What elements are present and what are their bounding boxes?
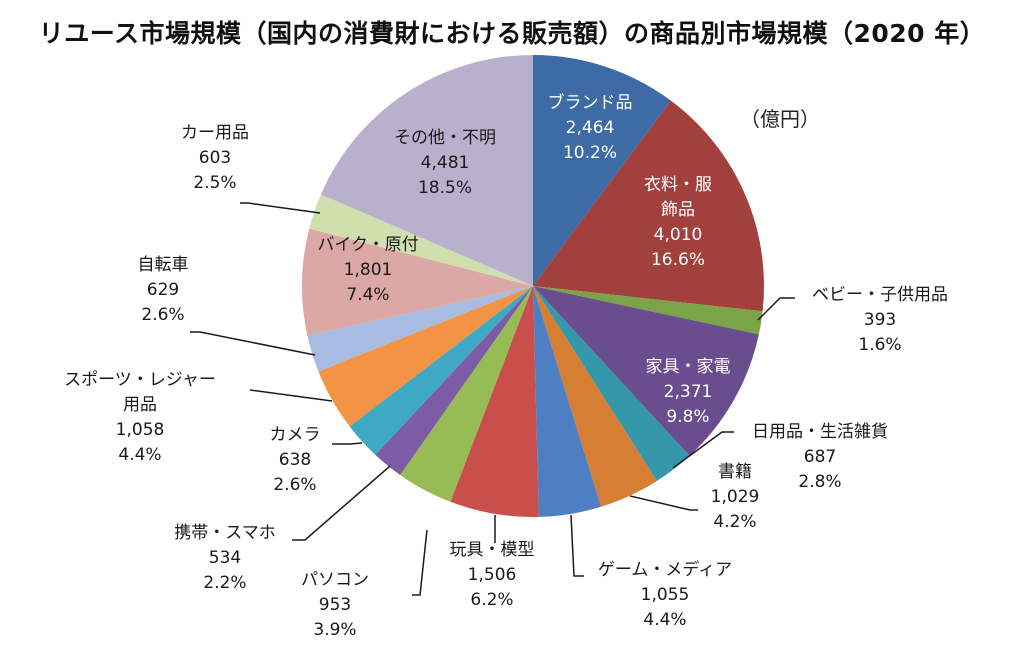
pie-slice	[375, 286, 533, 475]
slice-percent-label: 7.4%	[346, 285, 389, 305]
slice-value-label: 603	[199, 148, 231, 168]
leader-line	[412, 529, 428, 596]
slice-category-label: スポーツ・レジャー	[64, 370, 216, 390]
slice-percent-label: 2.2%	[203, 573, 246, 593]
slice-value-label: 1,055	[641, 585, 690, 605]
slice-value-label: 1,801	[344, 260, 393, 280]
slice-category-label: 日用品・生活雑貨	[752, 422, 888, 442]
slice-percent-label: 18.5%	[418, 178, 472, 198]
leader-line	[240, 202, 321, 214]
pie-slice	[450, 286, 539, 518]
slice-value-label: 1,058	[116, 420, 165, 440]
slice-percent-label: 9.8%	[666, 407, 709, 427]
pie-slice	[349, 286, 533, 455]
slice-value-label: 953	[319, 595, 351, 615]
leader-line	[570, 514, 584, 577]
pie-slice	[533, 55, 671, 286]
pie-slice	[533, 100, 764, 312]
pie-slice	[320, 55, 533, 286]
slice-value-label: 2,371	[664, 382, 713, 402]
slice-value-label: 534	[209, 548, 241, 568]
pie-slice	[533, 286, 759, 456]
pie-slice	[533, 286, 690, 481]
leader-line	[629, 495, 698, 511]
leader-line	[672, 431, 734, 469]
slice-category-label: 書籍	[718, 462, 752, 482]
slice-value-label: 393	[864, 310, 896, 330]
pie-slice	[400, 286, 533, 502]
slice-percent-label: 10.2%	[563, 143, 617, 163]
chart-title: リユース市場規模（国内の消費財における販売額）の商品別市場規模（2020 年）	[38, 19, 986, 48]
slice-category-label: 玩具・模型	[450, 540, 535, 560]
pie-slice	[318, 286, 533, 427]
slice-value-label: 638	[279, 450, 311, 470]
slice-category-label: ベビー・子供用品	[812, 285, 948, 305]
pie-slice	[301, 228, 533, 336]
slice-value-label: 4,010	[654, 225, 703, 245]
slice-category-label: ゲーム・メディア	[598, 559, 732, 580]
slice-category-label: パソコン	[301, 570, 369, 590]
slice-percent-label: 4.4%	[643, 610, 686, 630]
slice-percent-label: 3.9%	[313, 620, 356, 640]
leader-line	[292, 465, 391, 541]
leader-lines	[190, 202, 795, 596]
slice-value-label: 629	[147, 280, 179, 300]
leader-line	[332, 442, 363, 445]
slice-percent-label: 2.6%	[141, 305, 184, 325]
slice-percent-label: 2.6%	[273, 475, 316, 495]
pie-slice	[533, 286, 602, 517]
pie-slice	[533, 286, 657, 507]
slice-category-label: その他・不明	[394, 128, 496, 148]
slice-category-label: 自転車	[138, 255, 189, 275]
slice-percent-label: 16.6%	[651, 250, 705, 270]
slice-percent-label: 4.2%	[713, 512, 756, 532]
slice-category-label: 家具・家電	[646, 357, 731, 377]
slice-category-label: ブランド品	[548, 92, 633, 113]
slice-value-label: 2,464	[566, 118, 615, 138]
slice-category-label: 衣料・服	[644, 175, 712, 195]
slice-percent-label: 4.4%	[118, 445, 161, 465]
pie-slices	[301, 55, 764, 518]
slice-labels: ブランド品 2,464 10.2% 衣料・服飾品 4,010 16.6% ベビー・子供用品 3…	[64, 92, 948, 640]
leader-line	[757, 297, 795, 321]
leader-line	[249, 389, 333, 402]
pie-slice	[533, 286, 763, 335]
unit-label: （億円）	[740, 107, 820, 131]
pie-slice	[309, 194, 533, 286]
slice-category-label: 飾品	[661, 200, 695, 220]
slice-percent-label: 2.5%	[193, 173, 236, 193]
slice-value-label: 687	[804, 447, 836, 467]
pie-slice	[307, 286, 533, 372]
slice-percent-label: 2.8%	[798, 472, 841, 492]
slice-category-label: カー用品	[181, 123, 249, 143]
slice-value-label: 4,481	[421, 153, 470, 173]
slice-percent-label: 1.6%	[858, 335, 901, 355]
slice-value-label: 1,029	[711, 487, 760, 507]
leader-line	[190, 331, 316, 356]
slice-percent-label: 6.2%	[470, 590, 513, 610]
slice-category-label: カメラ	[270, 425, 321, 445]
slice-value-label: 1,506	[468, 565, 517, 585]
slice-category-label: 携帯・スマホ	[174, 523, 276, 543]
slice-category-label: バイク・原付	[317, 235, 418, 255]
slice-category-label: 用品	[123, 395, 157, 415]
